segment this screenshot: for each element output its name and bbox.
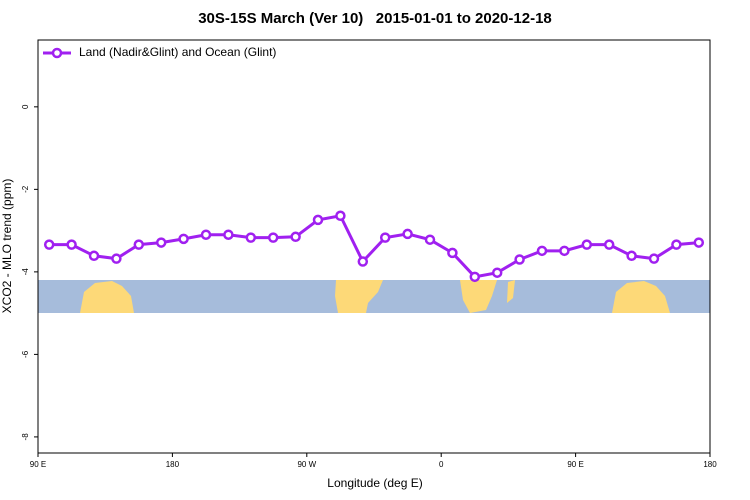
data-point: [603, 239, 615, 250]
y-tick-label: -8: [21, 433, 30, 441]
x-axis-title: Longitude (deg E): [327, 476, 422, 490]
data-point: [155, 237, 167, 248]
data-point: [245, 232, 257, 243]
data-point: [581, 239, 593, 250]
data-point: [379, 232, 391, 243]
data-point: [223, 229, 234, 240]
legend-label: Land (Nadir&Glint) and Ocean (Glint): [79, 45, 276, 59]
y-tick-label: 0: [21, 104, 30, 109]
data-point: [671, 239, 682, 250]
data-point: [514, 254, 525, 265]
y-tick-label: -2: [21, 185, 30, 193]
data-point: [66, 239, 77, 250]
data-point: [133, 239, 145, 250]
x-tick-label: 90 W: [297, 460, 316, 469]
y-tick-label: -6: [21, 350, 30, 358]
x-tick-label: 90 E: [30, 460, 46, 469]
data-point: [469, 271, 481, 283]
plot-frame: [37, 39, 711, 454]
x-tick-label: 180: [703, 460, 717, 469]
data-point: [43, 239, 55, 250]
y-tick-label: -4: [21, 268, 30, 276]
x-tick-label: 180: [166, 460, 180, 469]
y-axis-title: XCO2 - MLO trend (ppm): [0, 179, 14, 314]
data-point: [559, 245, 570, 257]
x-tick-label: 0: [439, 460, 444, 469]
data-point: [178, 233, 189, 245]
map-band: [38, 280, 710, 313]
legend-marker: [51, 47, 63, 59]
data-point: [491, 267, 503, 278]
chart-title: 30S-15S March (Ver 10) 2015-01-01 to 202…: [198, 10, 552, 27]
data-point: [447, 247, 458, 259]
data-point: [626, 250, 637, 262]
data-point: [424, 234, 436, 245]
data-point: [200, 229, 212, 240]
data-point: [536, 245, 548, 257]
data-point: [267, 232, 279, 243]
data-point: [111, 253, 122, 264]
x-tick-label: 90 E: [567, 460, 583, 469]
data-point: [648, 253, 660, 264]
data-line: [49, 214, 699, 279]
data-point: [357, 256, 369, 267]
data-point: [290, 231, 301, 243]
data-point: [402, 228, 413, 240]
data-point: [312, 214, 324, 226]
data-point: [693, 237, 705, 248]
data-point: [88, 250, 100, 262]
data-point: [335, 210, 346, 222]
